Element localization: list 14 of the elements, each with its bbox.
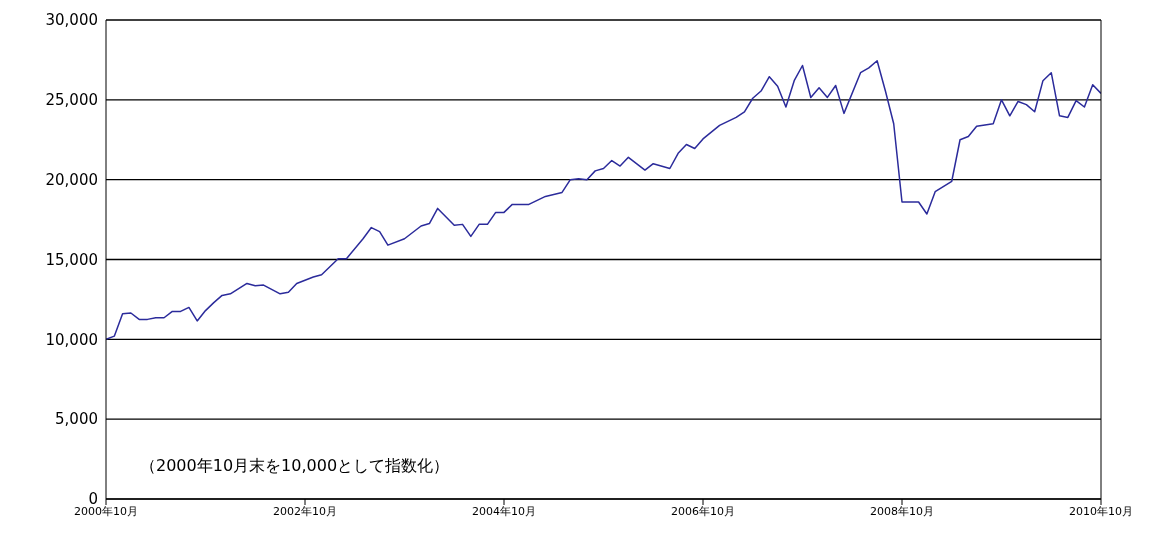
annotation: （2000年10月末を10,000として指数化） — [140, 456, 450, 477]
y-tick-label: 30,000 — [45, 11, 98, 30]
x-tick-label: 2006年10月 — [671, 504, 735, 518]
y-tick-label: 20,000 — [45, 170, 98, 189]
x-tick-label: 2000年10月 — [74, 504, 138, 518]
y-tick-label: 5,000 — [55, 410, 98, 429]
x-tick-label: 2010年10月 — [1069, 504, 1133, 518]
y-tick-label: 10,000 — [45, 330, 98, 349]
y-tick-label: 25,000 — [45, 91, 98, 110]
x-tick-label: 2002年10月 — [273, 504, 337, 518]
x-tick-label: 2008年10月 — [870, 504, 934, 518]
line-series — [106, 59, 1101, 341]
x-tick-label: 2004年10月 — [472, 504, 536, 518]
y-tick-label: 15,000 — [45, 250, 98, 269]
